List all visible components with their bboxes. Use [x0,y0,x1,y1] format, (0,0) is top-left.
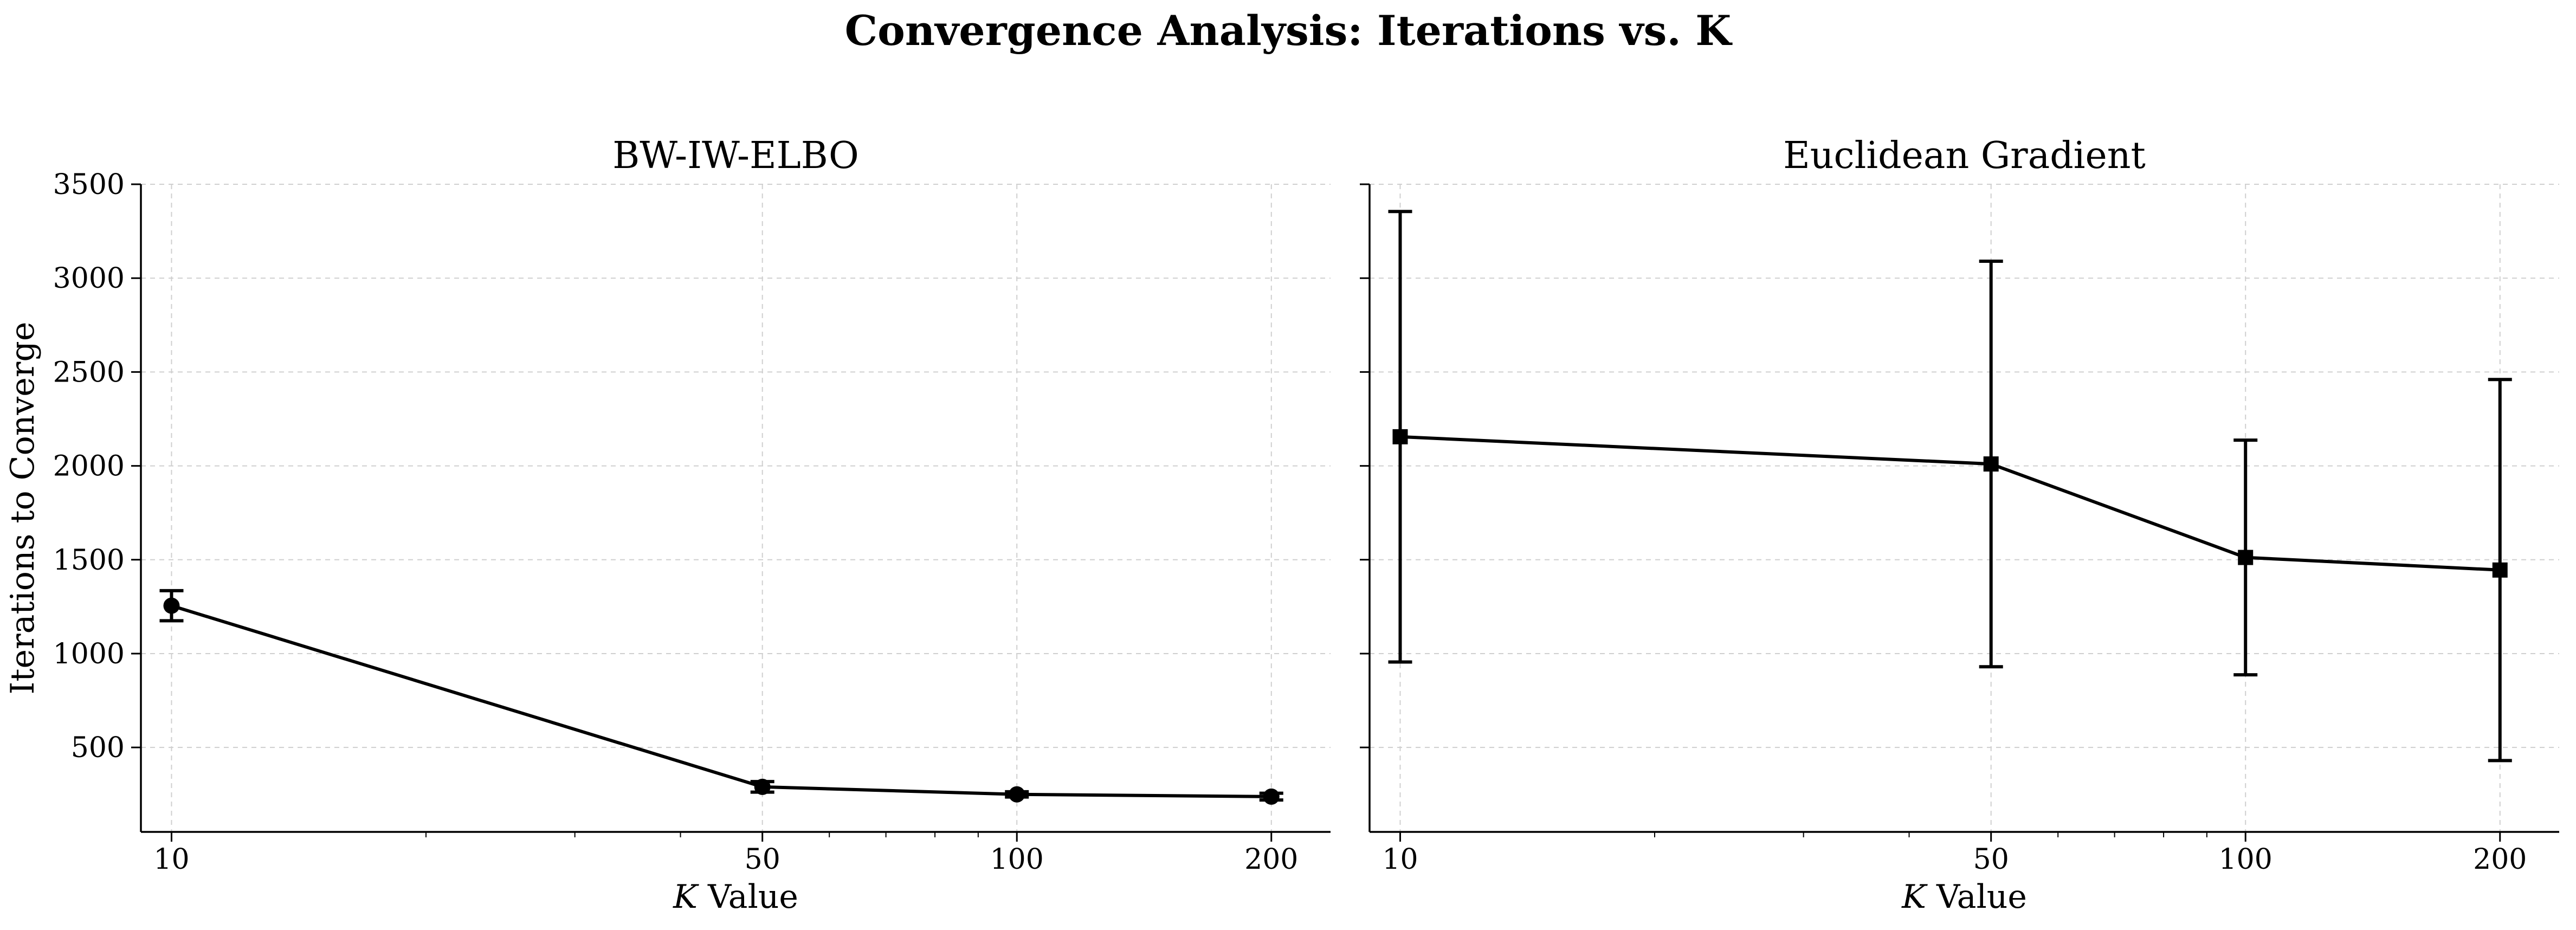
x-axis-label-variable: K [673,878,699,916]
data-point [163,597,180,614]
y-axis-label: Iterations to Converge [4,322,42,695]
chart-panel-0: 10 50 100 200 500 1000 1500 2000 2500 3000 3500 BW-… [4,134,1331,916]
data-point [1009,786,1025,803]
x-tick-label: 50 [745,843,780,876]
data-point [754,778,771,795]
x-axis-label: K Value [673,878,798,916]
data-point [2492,562,2508,578]
data-point [1392,429,1408,444]
x-tick-label: 200 [1244,843,1298,876]
data-point [1263,788,1280,805]
data-point [1983,456,1999,472]
x-tick-label: 100 [2219,843,2272,876]
x-axis-label: K Value [1901,878,2027,916]
x-axis-label-variable: K [1901,878,1928,916]
x-tick-label: 10 [1382,843,1418,876]
chart-panel-1: 10 50 100 200 Euclidean Gradient K Value [1360,134,2559,916]
figure-title: Convergence Analysis: Iterations vs. K [844,7,1732,55]
x-tick-label: 50 [1973,843,2009,876]
y-tick-label: 3000 [53,262,125,295]
panel-title: BW-IW-ELBO [612,134,858,177]
data-point [2238,550,2254,565]
y-tick-label: 3500 [53,169,125,201]
y-tick-label: 1500 [53,544,125,577]
series-line [1400,435,2500,572]
y-tick-label: 1000 [53,638,125,670]
x-tick-label: 10 [153,843,189,876]
y-tick-label: 2000 [53,450,125,483]
series-line [171,604,1271,798]
x-axis-label-text: Value [698,878,798,916]
panel-title: Euclidean Gradient [1783,134,2146,177]
y-tick-label: 500 [71,732,125,764]
x-tick-label: 200 [2473,843,2527,876]
x-tick-label: 100 [990,843,1044,876]
y-tick-label: 2500 [53,356,125,389]
x-axis-label-text: Value [1926,878,2027,916]
